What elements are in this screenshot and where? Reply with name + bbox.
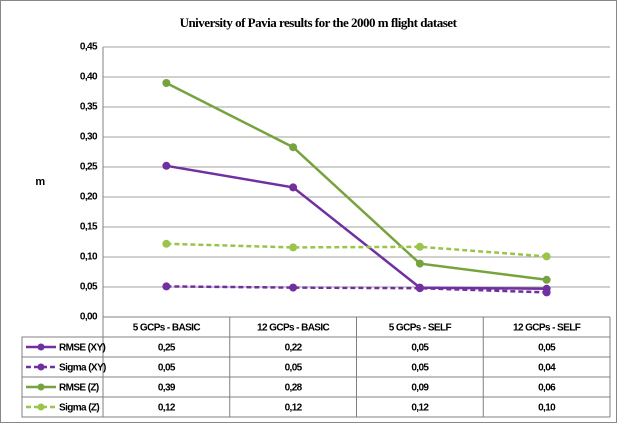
table-value: 0,28 bbox=[285, 383, 303, 394]
legend-label: RMSE (XY) bbox=[59, 343, 106, 354]
legend-label: RMSE (Z) bbox=[59, 383, 99, 394]
table-value: 0,12 bbox=[285, 403, 303, 414]
x-tick-label: 5 GCPs - BASIC bbox=[133, 323, 201, 334]
table-value: 0,04 bbox=[538, 363, 556, 374]
legend-marker bbox=[37, 363, 45, 371]
data-point bbox=[162, 79, 171, 87]
y-tick-label: 0,25 bbox=[80, 162, 98, 173]
data-point bbox=[542, 275, 551, 284]
table-value: 0,12 bbox=[411, 403, 429, 414]
y-tick-label: 0,40 bbox=[80, 72, 98, 83]
x-tick-label: 12 GCPs - SELF bbox=[513, 323, 581, 334]
data-point bbox=[289, 183, 298, 192]
legend-marker bbox=[37, 383, 45, 391]
table-value: 0,22 bbox=[285, 343, 303, 354]
y-tick-label: 0,15 bbox=[80, 222, 98, 233]
x-tick-label: 5 GCPs - SELF bbox=[389, 323, 452, 334]
table-value: 0,05 bbox=[411, 343, 429, 354]
x-tick-label: 12 GCPs - BASIC bbox=[257, 323, 330, 334]
table-value: 0,10 bbox=[538, 403, 556, 414]
table-value: 0,05 bbox=[158, 363, 176, 374]
y-tick-label: 0,30 bbox=[80, 132, 98, 143]
y-axis-label: m bbox=[35, 176, 45, 188]
legend-label: Sigma (Z) bbox=[59, 403, 99, 414]
table-value: 0,05 bbox=[411, 363, 429, 374]
table-value: 0,09 bbox=[411, 383, 429, 394]
table-value: 0,25 bbox=[158, 343, 176, 354]
data-point bbox=[289, 143, 298, 152]
y-tick-label: 0,05 bbox=[80, 282, 98, 293]
chart-title: University of Pavia results for the 2000… bbox=[180, 15, 458, 30]
data-point bbox=[415, 242, 424, 251]
series-line bbox=[166, 164, 547, 291]
data-point bbox=[162, 282, 171, 291]
y-tick-label: 0,00 bbox=[80, 312, 98, 323]
legend-label: Sigma (XY) bbox=[59, 363, 106, 374]
y-tick-label: 0,10 bbox=[80, 252, 98, 263]
y-tick-label: 0,45 bbox=[80, 42, 98, 53]
data-point bbox=[289, 283, 298, 292]
series-line bbox=[166, 285, 547, 294]
data-point bbox=[162, 239, 171, 248]
table-value: 0,06 bbox=[538, 383, 556, 394]
table-value: 0,05 bbox=[285, 363, 303, 374]
series-line bbox=[165, 81, 547, 282]
y-tick-label: 0,35 bbox=[80, 102, 98, 113]
data-point bbox=[542, 288, 551, 297]
data-point bbox=[542, 252, 551, 261]
table-value: 0,39 bbox=[158, 383, 176, 394]
data-point bbox=[162, 161, 171, 170]
legend-marker bbox=[37, 403, 45, 411]
table-value: 0,05 bbox=[538, 343, 556, 354]
data-point bbox=[289, 243, 298, 252]
data-point bbox=[415, 259, 424, 268]
table-value: 0,12 bbox=[158, 403, 176, 414]
legend-marker bbox=[37, 343, 45, 351]
y-tick-label: 0,20 bbox=[80, 192, 98, 203]
data-point bbox=[415, 284, 424, 293]
